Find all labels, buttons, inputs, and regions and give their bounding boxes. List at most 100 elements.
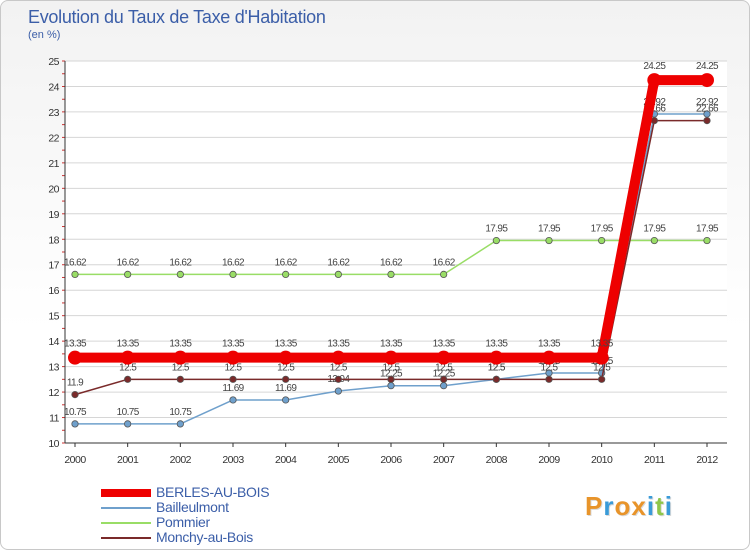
data-point (331, 350, 346, 365)
data-point (124, 420, 132, 428)
data-label: 13.35 (538, 339, 561, 350)
data-point (440, 375, 448, 383)
x-tick-label: 2007 (433, 454, 455, 466)
y-tick-label: 17 (48, 260, 59, 272)
data-label: 11.69 (275, 383, 297, 394)
x-tick-label: 2002 (170, 454, 192, 466)
y-tick-label: 20 (48, 183, 59, 195)
data-point (436, 350, 451, 365)
data-label: 24.25 (643, 61, 666, 72)
data-point (71, 420, 79, 428)
data-point (124, 270, 132, 279)
data-point (71, 270, 79, 279)
x-tick-label: 2004 (275, 454, 297, 466)
x-tick-label: 2010 (591, 454, 613, 466)
data-label: 17.95 (643, 224, 666, 235)
x-tick-label: 2008 (486, 454, 508, 466)
data-label: 12.25 (380, 369, 403, 380)
data-label: 13.35 (117, 339, 140, 350)
data-label: 13.35 (380, 339, 403, 350)
x-tick-label: 2011 (644, 454, 665, 466)
data-label: 12.5 (277, 362, 295, 373)
logo-letter: i (646, 491, 656, 521)
data-point (703, 236, 711, 245)
data-point (282, 270, 290, 279)
data-point (278, 350, 293, 365)
legend-swatch (101, 537, 151, 539)
legend-label: Pommier (156, 514, 210, 530)
x-tick-label: 2003 (222, 454, 244, 466)
data-point (542, 350, 556, 365)
y-tick-label: 15 (48, 311, 59, 323)
x-tick-label: 2006 (380, 454, 402, 466)
legend-swatch (101, 507, 151, 509)
data-point (334, 270, 342, 279)
legend-label: Monchy-au-Bois (156, 529, 253, 545)
data-point (545, 375, 553, 383)
data-point (173, 350, 188, 365)
y-tick-label: 16 (48, 285, 59, 297)
data-label: 13.35 (327, 339, 350, 350)
data-label: 11.69 (222, 383, 244, 394)
chart-title: Evolution du Taux de Taxe d'Habitation (28, 7, 326, 27)
data-point (229, 396, 237, 404)
data-point (176, 420, 184, 428)
y-tick-label: 22 (48, 132, 59, 144)
logo-letter: x (631, 491, 647, 521)
y-tick-label: 13 (48, 362, 59, 374)
data-label: 13.35 (169, 339, 192, 350)
y-tick-label: 25 (48, 56, 59, 68)
data-label: 16.62 (222, 257, 245, 268)
data-label: 22.92 (696, 97, 719, 108)
data-label: 16.62 (327, 257, 350, 268)
y-tick-label: 12 (48, 387, 59, 399)
data-point (492, 236, 500, 245)
data-label: 16.62 (117, 257, 140, 268)
data-label: 12.25 (433, 369, 456, 380)
data-label: 13.35 (222, 339, 245, 350)
data-point (71, 391, 79, 399)
data-label: 17.95 (485, 224, 508, 235)
y-tick-label: 19 (48, 209, 59, 221)
x-tick-label: 2005 (328, 454, 350, 466)
logo-letter: P (585, 491, 604, 521)
data-point (650, 236, 658, 245)
x-tick-label: 2001 (117, 454, 139, 466)
data-label: 16.62 (64, 257, 87, 268)
data-point (229, 270, 237, 279)
data-point (594, 350, 609, 365)
data-label: 12.5 (488, 362, 506, 373)
data-label: 10.75 (169, 407, 192, 418)
x-tick-label: 2012 (696, 454, 718, 466)
data-point (440, 270, 448, 279)
legend-label: BERLES-AU-BOIS (156, 484, 270, 500)
data-label: 12.5 (172, 362, 190, 373)
data-point (124, 375, 132, 383)
data-point (492, 375, 500, 383)
data-point (545, 236, 553, 245)
logo-letter: t (655, 491, 665, 521)
data-point (120, 350, 135, 365)
data-point (700, 73, 714, 88)
data-label: 16.62 (275, 257, 298, 268)
data-label: 12.5 (593, 362, 611, 373)
data-label: 17.95 (696, 224, 719, 235)
y-tick-label: 14 (48, 336, 59, 348)
data-label: 22.66 (696, 104, 719, 115)
data-label: 12.5 (435, 362, 453, 373)
data-point (598, 236, 606, 245)
y-tick-label: 21 (48, 158, 59, 170)
data-point (703, 116, 711, 125)
data-point (176, 375, 184, 383)
data-label: 17.95 (538, 224, 561, 235)
y-tick-label: 11 (49, 413, 60, 425)
data-label: 17.95 (591, 224, 614, 235)
data-label: 12.5 (382, 362, 400, 373)
x-tick-label: 2000 (64, 454, 86, 466)
data-point (647, 73, 662, 88)
y-tick-label: 24 (48, 81, 59, 93)
data-label: 10.75 (117, 407, 140, 418)
data-point (489, 350, 504, 365)
